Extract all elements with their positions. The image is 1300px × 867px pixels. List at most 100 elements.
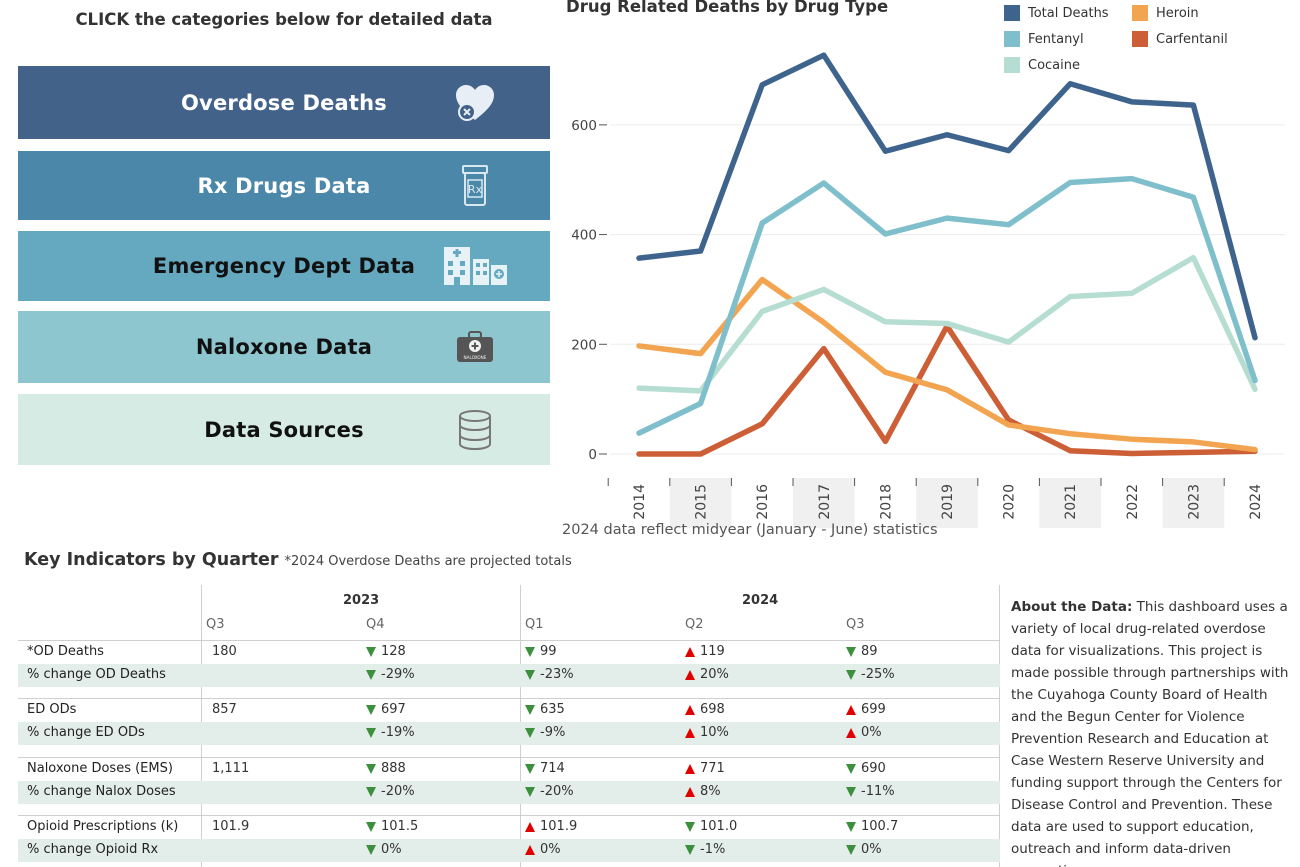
data-point[interactable] — [759, 421, 765, 427]
data-point[interactable] — [1129, 176, 1135, 182]
data-point[interactable] — [636, 451, 642, 457]
data-point[interactable] — [1067, 81, 1073, 87]
data-point[interactable] — [1006, 222, 1011, 228]
data-point[interactable] — [698, 351, 703, 357]
table-cell: 0% — [846, 725, 882, 740]
x-band — [1162, 478, 1225, 528]
cell-value: 8% — [700, 784, 721, 799]
data-point[interactable] — [1067, 448, 1073, 454]
data-point[interactable] — [1252, 378, 1258, 383]
data-point[interactable] — [821, 180, 827, 186]
data-point[interactable] — [1252, 447, 1258, 453]
arrow-down-icon — [846, 821, 856, 832]
data-point[interactable] — [883, 438, 888, 444]
data-point[interactable] — [1129, 99, 1135, 105]
data-point[interactable] — [1129, 451, 1135, 456]
data-point[interactable] — [883, 319, 888, 325]
data-point[interactable] — [1191, 194, 1196, 200]
arrow-up-icon — [525, 821, 535, 832]
data-point[interactable] — [821, 319, 827, 325]
table-row: *OD Deaths 180 128 99 119 89 — [18, 641, 1000, 664]
table-cell: 690 — [846, 761, 886, 776]
legend-label: Carfentanil — [1156, 31, 1228, 47]
data-point[interactable] — [759, 308, 765, 314]
data-point[interactable] — [636, 343, 642, 349]
legend-label: Total Deaths — [1028, 5, 1109, 21]
data-point[interactable] — [821, 287, 827, 292]
data-point[interactable] — [1067, 294, 1073, 299]
cell-value: 20% — [700, 667, 729, 682]
drug-deaths-line-chart[interactable]: 0 200 400 600 2014 2015 2016 2017 2018 2019 2020 20… — [555, 50, 1295, 530]
y-tick-label: 0 — [588, 447, 597, 463]
data-point[interactable] — [1191, 102, 1196, 108]
data-point[interactable] — [883, 148, 888, 154]
data-point[interactable] — [944, 321, 950, 326]
arrow-down-icon — [685, 844, 695, 855]
year-header-2024: 2024 — [742, 593, 779, 608]
row-label: % change Opioid Rx — [27, 842, 159, 857]
data-point[interactable] — [698, 248, 703, 254]
data-point[interactable] — [636, 430, 642, 436]
y-tick-label: 600 — [571, 118, 597, 134]
legend-item-cocaine[interactable]: Cocaine — [1004, 57, 1080, 73]
arrow-down-icon — [685, 821, 695, 832]
data-point[interactable] — [1252, 386, 1258, 392]
data-point[interactable] — [759, 277, 765, 282]
data-point[interactable] — [759, 82, 765, 88]
data-point[interactable] — [698, 451, 703, 457]
data-point[interactable] — [944, 387, 950, 393]
table-cell: 0% — [366, 842, 402, 857]
y-tick-label: 400 — [571, 228, 597, 244]
table-cell: 101.0 — [685, 819, 737, 834]
data-point[interactable] — [1067, 180, 1073, 185]
key-indicators-title: Key Indicators by Quarter *2024 Overdose… — [24, 550, 572, 570]
cell-value: 101.9 — [212, 819, 250, 834]
overdose-deaths-button[interactable]: Overdose Deaths — [18, 66, 550, 139]
data-point[interactable] — [759, 220, 765, 226]
hospital-icon — [440, 243, 510, 289]
table-cell: 101.9 — [212, 819, 249, 834]
table-cell: 698 — [685, 702, 725, 717]
nav-title: CLICK the categories below for detailed … — [75, 10, 493, 29]
table-cell: 8% — [685, 784, 721, 799]
naloxone-data-button[interactable]: Naloxone Data NALOXONE — [18, 311, 550, 383]
data-point[interactable] — [1191, 255, 1196, 261]
data-sources-button[interactable]: Data Sources — [18, 394, 550, 465]
table-row: % change Nalox Doses -20% -20% 8% -11% — [18, 781, 1000, 804]
legend-item-total-deaths[interactable]: Total Deaths — [1004, 5, 1109, 21]
data-point[interactable] — [883, 231, 888, 237]
data-point[interactable] — [1252, 335, 1258, 341]
emergency-dept-data-button[interactable]: Emergency Dept Data — [18, 231, 550, 301]
series-line-total-deaths[interactable] — [636, 52, 1258, 341]
arrow-up-icon — [685, 786, 695, 797]
data-point[interactable] — [1129, 290, 1135, 296]
legend-item-carfentanil[interactable]: Carfentanil — [1132, 31, 1228, 47]
rx-drugs-data-button[interactable]: Rx Drugs Data Rx — [18, 151, 550, 220]
legend-item-heroin[interactable]: Heroin — [1132, 5, 1199, 21]
data-point[interactable] — [944, 132, 950, 138]
x-tick-label: 2021 — [1063, 484, 1079, 520]
data-point[interactable] — [821, 52, 827, 58]
data-point[interactable] — [1191, 439, 1196, 445]
table-cell: 0% — [846, 842, 882, 857]
table-row: % change Opioid Rx 0% 0% -1% 0% — [18, 839, 1000, 862]
data-point[interactable] — [1006, 422, 1011, 428]
data-point[interactable] — [1129, 436, 1135, 442]
cell-value: -23% — [540, 667, 574, 682]
data-point[interactable] — [698, 401, 703, 406]
arrow-down-icon — [366, 727, 376, 738]
data-point[interactable] — [1191, 449, 1196, 455]
data-point[interactable] — [1006, 339, 1011, 345]
data-point[interactable] — [636, 255, 642, 261]
legend-swatch — [1004, 31, 1020, 47]
data-point[interactable] — [1006, 148, 1011, 154]
cell-value: 1,111 — [212, 761, 250, 776]
quarter-header: Q1 — [525, 617, 544, 632]
table-cell: 180 — [212, 644, 237, 659]
data-point[interactable] — [636, 385, 642, 391]
data-point[interactable] — [821, 346, 827, 352]
legend-item-fentanyl[interactable]: Fentanyl — [1004, 31, 1084, 47]
data-point[interactable] — [1067, 431, 1073, 437]
data-point[interactable] — [944, 215, 950, 221]
data-point[interactable] — [883, 369, 888, 375]
